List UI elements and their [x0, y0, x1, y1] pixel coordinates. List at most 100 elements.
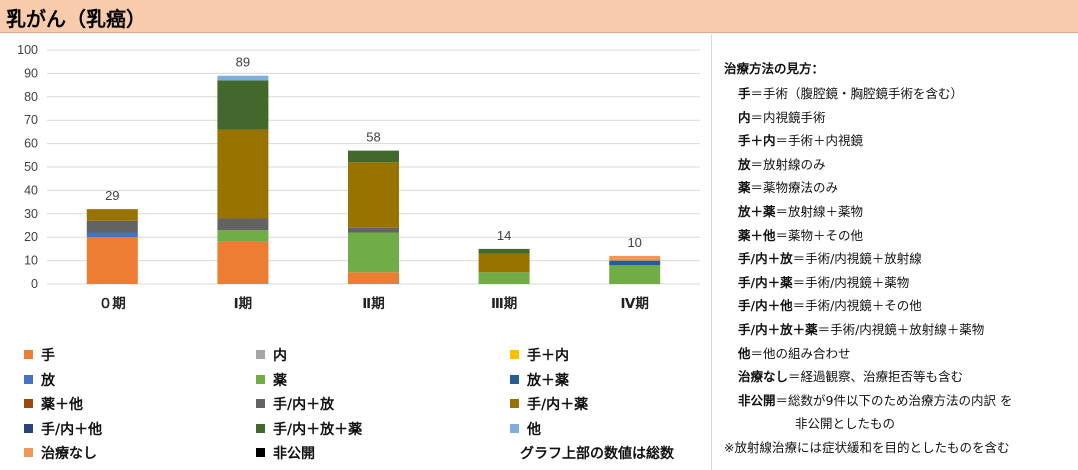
note-text: ＝経過観察、治療拒否等も含む: [788, 369, 964, 385]
note-key: 薬＋他: [738, 227, 776, 243]
chart-legend: 手 内 手＋内放 薬 放＋薬 薬＋他 手/内＋放 手/内＋薬 手/内＋他 手/内＋放＋薬 他治療なし…: [24, 345, 714, 470]
legend-label: 治療なし: [41, 446, 97, 462]
bar-segment: [348, 227, 399, 233]
legend-item: 薬: [256, 370, 287, 390]
note-footnote: ※放射線治療には症状緩和を目的としたものを含む: [724, 440, 1010, 455]
bar-segment: [86, 232, 138, 238]
note-key: 手/内＋放＋薬: [738, 322, 818, 337]
note-line: 放＋薬＝放射線＋薬物: [738, 201, 863, 220]
legend-label: 放＋薬: [527, 372, 569, 389]
note-text: ＝薬物療法のみ: [750, 180, 839, 196]
legend-swatch: [24, 423, 33, 433]
note-key: 他: [738, 345, 751, 361]
note-key: 手＋内: [738, 133, 776, 149]
note-text: ＝内視鏡手術: [750, 109, 826, 125]
y-tick-label: 70: [24, 113, 38, 127]
notes-title: 治療方法の見方：: [724, 61, 825, 76]
legend-swatch: [24, 350, 33, 359]
legend-swatch: [256, 374, 265, 384]
legend-item: 薬＋他: [24, 394, 83, 414]
legend-swatch: [24, 448, 33, 457]
y-tick-label: 100: [17, 43, 38, 57]
note-key: 内: [738, 109, 751, 125]
y-tick-label: 10: [24, 254, 38, 268]
legend-label: 手: [41, 348, 55, 364]
note-line: 内＝内視鏡手術: [738, 107, 826, 126]
legend-swatch: [510, 399, 519, 408]
bar-segment: [217, 80, 269, 130]
bar-segment: [217, 230, 269, 242]
y-tick-label: 20: [24, 230, 38, 244]
x-tick-label: Ⅲ期: [491, 296, 517, 312]
legend-swatch: [24, 399, 33, 408]
legend-swatch: [510, 423, 519, 433]
note-key: 非公開: [738, 392, 776, 408]
legend-swatch: [510, 374, 519, 384]
legend-swatch: [256, 423, 265, 433]
bar-segment: [217, 241, 269, 284]
bar-segment: [217, 129, 269, 219]
bar-total-label: 14: [497, 228, 511, 243]
legend-label: 手/内＋他: [41, 421, 103, 438]
note-text: ＝手術/内視鏡＋放射線: [792, 251, 922, 267]
legend-label: 薬: [273, 372, 287, 389]
note-line: 手/内＋放＋薬＝手術/内視鏡＋放射線＋薬物: [738, 319, 984, 338]
legend-label: 他: [527, 421, 541, 438]
legend-item: 手＋内: [510, 345, 569, 365]
y-tick-label: 40: [24, 183, 38, 197]
legend-item: 治療なし: [24, 443, 97, 463]
page-title: 乳がん（乳癌）: [6, 7, 146, 31]
legend-label: 非公開: [273, 446, 315, 462]
legend-total-note: グラフ上部の数値は総数: [520, 446, 674, 462]
bar-segment: [609, 265, 661, 284]
legend-swatch: [256, 350, 265, 359]
y-tick-label: 90: [24, 66, 38, 80]
y-tick-label: 60: [24, 137, 38, 151]
bar-total-label: 29: [105, 188, 119, 203]
legend-item: 手: [24, 345, 55, 365]
bar-segment: [217, 75, 269, 81]
note-key: 手/内＋他: [738, 298, 793, 314]
bar-segment: [348, 162, 399, 228]
legend-label: 手＋内: [527, 348, 569, 364]
note-text: ＝総数が9件以下のため治療方法の内訳 を: [775, 392, 1013, 408]
note-key: 治療なし: [738, 369, 789, 385]
note-line: 手/内＋他＝手術/内視鏡＋その他: [738, 295, 922, 314]
legend-label: 手/内＋放: [273, 397, 335, 413]
bar-segment: [348, 150, 399, 163]
bar-segment: [348, 272, 399, 284]
note-key: 手/内＋放: [738, 251, 793, 267]
bar-segment: [348, 232, 399, 273]
note-text: ＝薬物＋その他: [775, 227, 864, 243]
legend-item: 放: [24, 370, 55, 390]
legend-item: 手/内＋放＋薬: [256, 419, 362, 439]
treatment-notes-panel: 治療方法の見方： 手＝手術（腹腔鏡・胸腔鏡手術を含む） 内＝内視鏡手術 手＋内＝手術…: [714, 34, 1078, 470]
note-line: 薬＋他＝薬物＋その他: [738, 225, 863, 244]
legend-label: 薬＋他: [41, 397, 83, 413]
note-line: 治療なし＝経過観察、治療拒否等も含む: [738, 366, 963, 385]
chart-area: 0 10 20 30 40 50 60 70 80 90 100 29 ０期 89 Ⅰ期 58 Ⅱ期 14 Ⅲ期 10…: [0, 34, 712, 470]
page-header: 乳がん（乳癌）: [0, 0, 1078, 33]
legend-label: 手/内＋放＋薬: [273, 421, 363, 438]
note-line: 他＝他の組み合わせ: [738, 343, 851, 362]
bar-segment: [478, 253, 530, 273]
x-tick-label: Ⅱ期: [362, 296, 384, 312]
bar-total-label: 89: [236, 55, 250, 70]
legend-label: 放: [41, 372, 55, 389]
x-tick-label: Ⅳ期: [621, 296, 649, 312]
legend-label: 手/内＋薬: [527, 397, 589, 413]
note-key: 手/内＋薬: [738, 274, 793, 290]
note-line: 手/内＋放＝手術/内視鏡＋放射線: [738, 248, 922, 267]
note-key: 放＋薬: [738, 204, 776, 219]
bar-segment: [478, 272, 530, 284]
bar-segment: [478, 248, 530, 254]
bar-segment: [609, 255, 661, 261]
legend-swatch: [510, 350, 519, 359]
legend-item: 非公開: [256, 443, 315, 463]
note-text: ＝放射線のみ: [750, 156, 826, 172]
y-tick-label: 50: [24, 160, 38, 174]
legend-item: 手/内＋薬: [510, 394, 588, 414]
legend-swatch: [256, 448, 265, 457]
note-text: ＝手術/内視鏡＋薬物: [792, 274, 910, 290]
bar-segment: [86, 220, 138, 233]
